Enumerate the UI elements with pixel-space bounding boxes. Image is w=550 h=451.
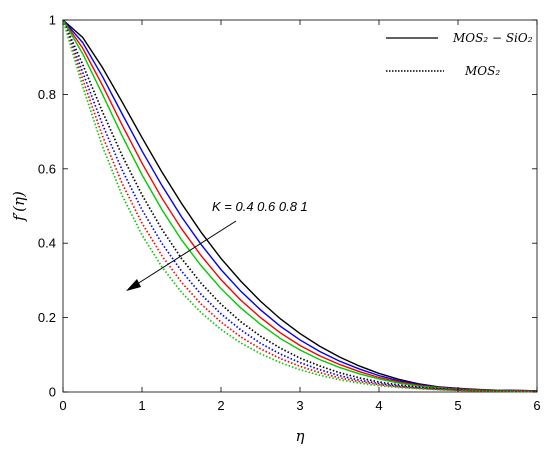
- x-axis-title: η: [296, 427, 305, 445]
- y-tick-label: 0.2: [38, 310, 56, 325]
- x-tick-label: 1: [138, 398, 145, 413]
- annotation-label: K = 0.4 0.6 0.8 1: [212, 199, 308, 214]
- y-tick-label: 0.6: [38, 161, 56, 176]
- y-tick-label: 0.4: [38, 236, 56, 251]
- y-axis-title: f′(η): [10, 191, 28, 222]
- x-tick-label: 5: [454, 398, 461, 413]
- x-tick-label: 6: [533, 398, 540, 413]
- y-tick-label: 0: [49, 385, 56, 400]
- plot-area: [62, 19, 538, 393]
- legend: MOS₂ − SiO₂ MOS₂: [386, 31, 533, 78]
- x-tick-label: 3: [296, 398, 303, 413]
- y-tick-label: 1: [49, 13, 56, 28]
- y-tick-label: 0.8: [38, 87, 56, 102]
- x-tick-label: 2: [217, 398, 224, 413]
- tick-labels: 0 1 2 3 4 5 6 0 0.2 0.4 0.6 0.8 1: [38, 13, 541, 414]
- axis-ticks: [62, 19, 538, 393]
- annotation-arrow-shaft: [133, 220, 237, 287]
- legend-label-dotted: MOS₂: [464, 64, 500, 78]
- legend-label-solid: MOS₂ − SiO₂: [452, 31, 533, 45]
- annotation-arrowhead: [126, 279, 141, 291]
- x-tick-label: 0: [59, 398, 66, 413]
- series-line-dotted-3: [62, 19, 538, 393]
- x-tick-label: 4: [375, 398, 382, 413]
